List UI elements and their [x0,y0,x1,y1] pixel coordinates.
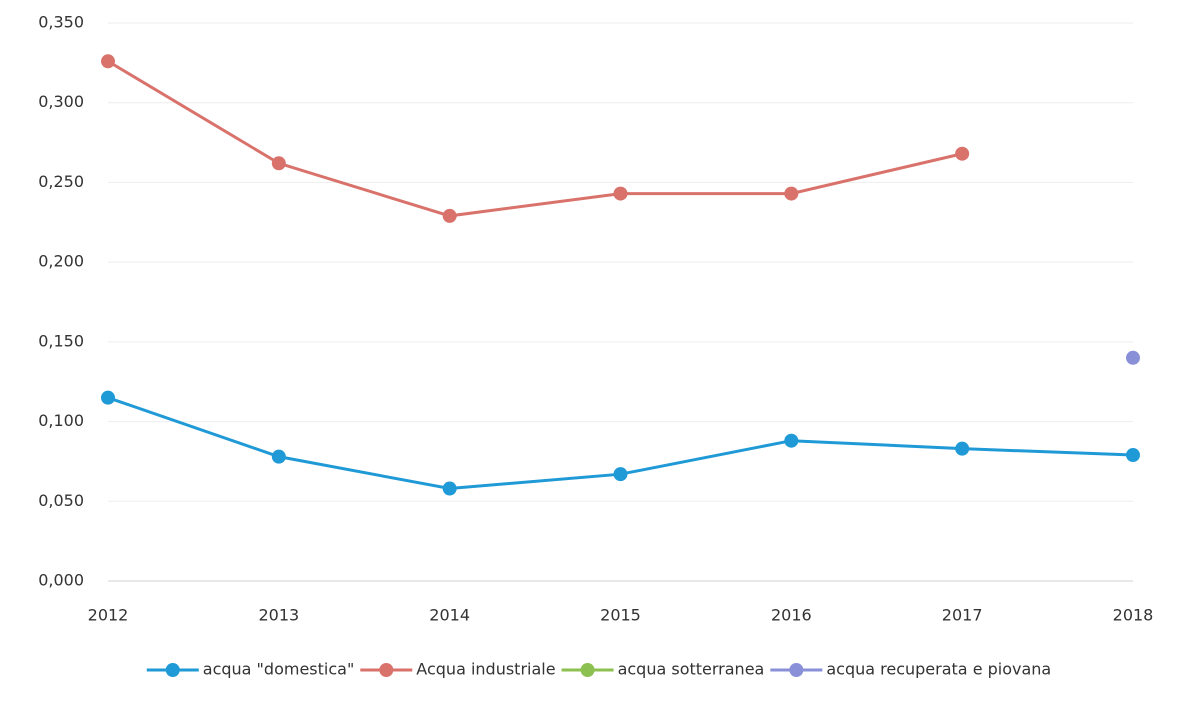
legend: acqua "domestica" Acqua industriale acqua … [146,660,1051,679]
y-tick-label: 0,150 [38,331,84,350]
data-point [101,54,115,69]
legend-label: acqua recuperata e piovana [826,660,1051,679]
data-point [442,481,457,496]
y-tick-label: 0,100 [38,411,84,430]
legend-marker [379,663,394,677]
data-point [784,186,799,201]
x-tick-label: 2016 [771,606,812,625]
data-point [613,186,628,201]
data-point [101,390,115,405]
y-tick-label: 0,200 [38,252,84,271]
data-point [271,449,286,464]
y-tick-label: 0,300 [38,92,84,111]
series-line [107,59,963,218]
data-point [1126,448,1140,463]
legend-marker [165,663,180,677]
y-tick-label: 0,000 [38,571,84,590]
y-tick-label: 0,250 [38,172,84,191]
legend-label: Acqua industriale [416,660,555,679]
legend-label: acqua "domestica" [203,660,355,679]
data-point [955,441,970,456]
data-point [271,156,286,171]
x-tick-label: 2018 [1113,606,1154,625]
x-tick-label: 2012 [88,606,129,625]
data-point [955,146,970,161]
y-tick-label: 0,350 [38,13,84,32]
x-tick-label: 2017 [942,606,983,625]
data-point [613,467,628,482]
data-point [784,433,799,448]
legend-marker [789,663,804,677]
data-point [442,208,457,223]
y-tick-label: 0,050 [38,491,84,510]
legend-marker [580,663,595,677]
x-tick-label: 2013 [258,606,299,625]
x-tick-label: 2015 [600,606,641,625]
data-point [1126,350,1140,365]
legend-label: acqua sotterranea [618,660,765,679]
x-tick-label: 2014 [429,606,470,625]
